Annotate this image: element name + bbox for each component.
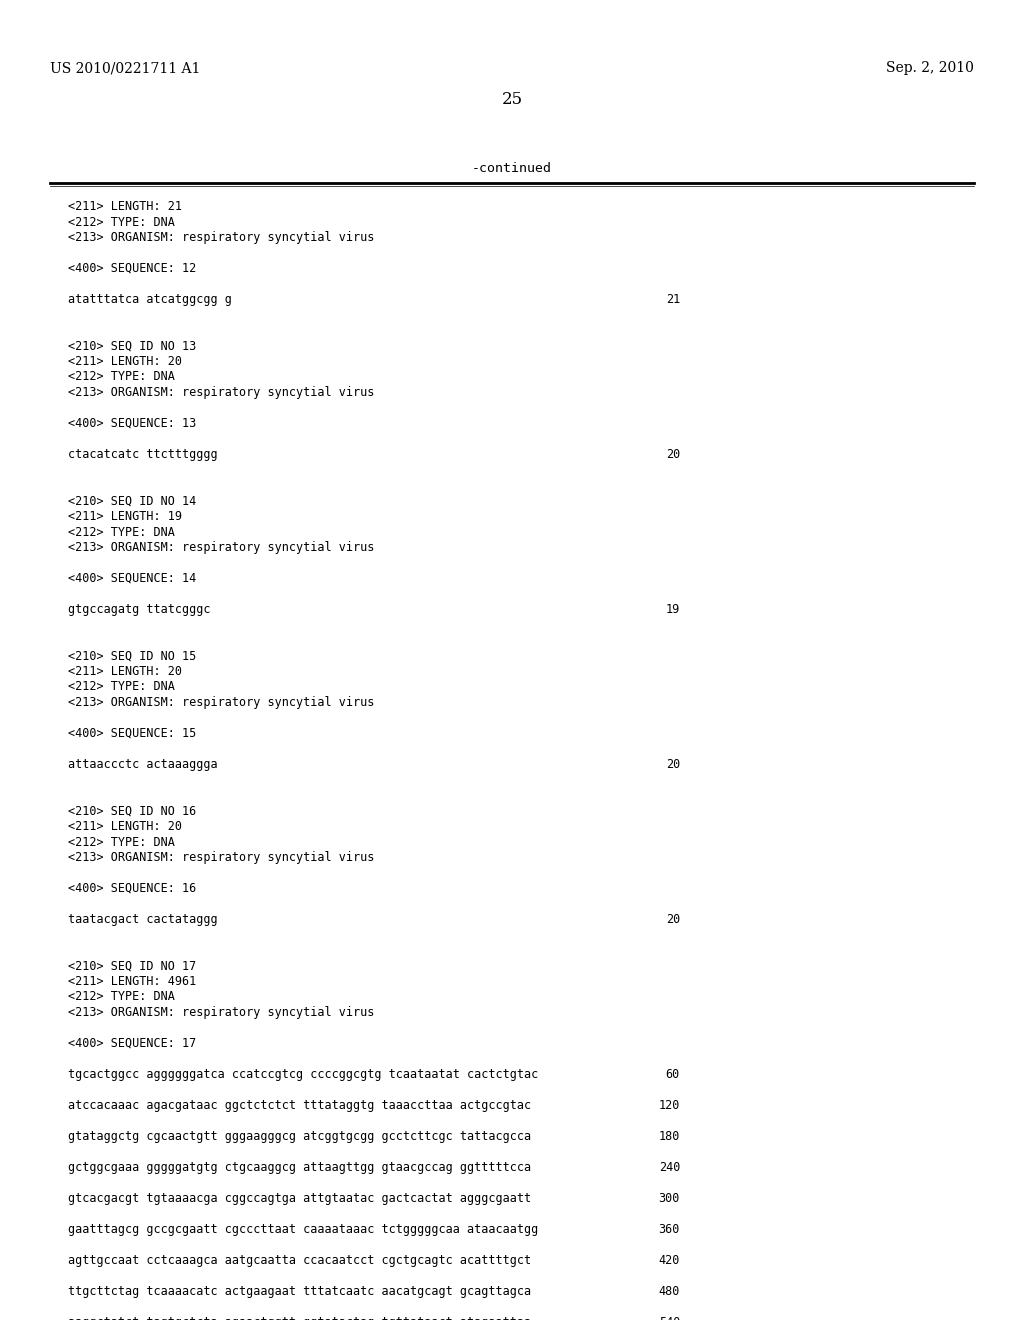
Text: taatacgact cactataggg: taatacgact cactataggg (68, 913, 218, 927)
Text: 420: 420 (658, 1254, 680, 1267)
Text: 20: 20 (666, 447, 680, 461)
Text: <213> ORGANISM: respiratory syncytial virus: <213> ORGANISM: respiratory syncytial vi… (68, 696, 375, 709)
Text: <212> TYPE: DNA: <212> TYPE: DNA (68, 681, 175, 693)
Text: 20: 20 (666, 758, 680, 771)
Text: gtcacgacgt tgtaaaacga cggccagtga attgtaatac gactcactat agggcgaatt: gtcacgacgt tgtaaaacga cggccagtga attgtaa… (68, 1192, 531, 1205)
Text: 60: 60 (666, 1068, 680, 1081)
Text: <212> TYPE: DNA: <212> TYPE: DNA (68, 371, 175, 384)
Text: 240: 240 (658, 1162, 680, 1173)
Text: atccacaaac agacgataac ggctctctct tttataggtg taaaccttaa actgccgtac: atccacaaac agacgataac ggctctctct tttatag… (68, 1100, 531, 1111)
Text: gtgccagatg ttatcgggc: gtgccagatg ttatcgggc (68, 603, 211, 616)
Text: gaatttagcg gccgcgaatt cgcccttaat caaaataaac tctgggggcaa ataacaatgg: gaatttagcg gccgcgaatt cgcccttaat caaaata… (68, 1224, 539, 1236)
Text: <211> LENGTH: 20: <211> LENGTH: 20 (68, 820, 182, 833)
Text: 540: 540 (658, 1316, 680, 1320)
Text: tgcactggcc aggggggatca ccatccgtcg ccccggcgtg tcaataatat cactctgtac: tgcactggcc aggggggatca ccatccgtcg ccccgg… (68, 1068, 539, 1081)
Text: 360: 360 (658, 1224, 680, 1236)
Text: <211> LENGTH: 19: <211> LENGTH: 19 (68, 510, 182, 523)
Text: <212> TYPE: DNA: <212> TYPE: DNA (68, 990, 175, 1003)
Text: 25: 25 (502, 91, 522, 108)
Text: <400> SEQUENCE: 17: <400> SEQUENCE: 17 (68, 1038, 197, 1049)
Text: <210> SEQ ID NO 17: <210> SEQ ID NO 17 (68, 960, 197, 973)
Text: 180: 180 (658, 1130, 680, 1143)
Text: 480: 480 (658, 1284, 680, 1298)
Text: <400> SEQUENCE: 13: <400> SEQUENCE: 13 (68, 417, 197, 430)
Text: 120: 120 (658, 1100, 680, 1111)
Text: 300: 300 (658, 1192, 680, 1205)
Text: US 2010/0221711 A1: US 2010/0221711 A1 (50, 61, 201, 75)
Text: <213> ORGANISM: respiratory syncytial virus: <213> ORGANISM: respiratory syncytial vi… (68, 385, 375, 399)
Text: attaaccctc actaaaggga: attaaccctc actaaaggga (68, 758, 218, 771)
Text: <211> LENGTH: 20: <211> LENGTH: 20 (68, 665, 182, 678)
Text: gtataggctg cgcaactgtt gggaagggcg atcggtgcgg gcctcttcgc tattacgcca: gtataggctg cgcaactgtt gggaagggcg atcggtg… (68, 1130, 531, 1143)
Text: <210> SEQ ID NO 14: <210> SEQ ID NO 14 (68, 495, 197, 507)
Text: <211> LENGTH: 21: <211> LENGTH: 21 (68, 201, 182, 213)
Text: ttgcttctag tcaaaacatc actgaagaat tttatcaatc aacatgcagt gcagttagca: ttgcttctag tcaaaacatc actgaagaat tttatca… (68, 1284, 531, 1298)
Text: <211> LENGTH: 4961: <211> LENGTH: 4961 (68, 975, 197, 987)
Text: 21: 21 (666, 293, 680, 306)
Text: <213> ORGANISM: respiratory syncytial virus: <213> ORGANISM: respiratory syncytial vi… (68, 541, 375, 554)
Text: <400> SEQUENCE: 16: <400> SEQUENCE: 16 (68, 882, 197, 895)
Text: <210> SEQ ID NO 13: <210> SEQ ID NO 13 (68, 339, 197, 352)
Text: aaggctatct tagtgctcta agaactggtt ggtatactag tgttataact atagaattaa: aaggctatct tagtgctcta agaactggtt ggtatac… (68, 1316, 531, 1320)
Text: <212> TYPE: DNA: <212> TYPE: DNA (68, 525, 175, 539)
Text: <213> ORGANISM: respiratory syncytial virus: <213> ORGANISM: respiratory syncytial vi… (68, 1006, 375, 1019)
Text: <212> TYPE: DNA: <212> TYPE: DNA (68, 836, 175, 849)
Text: <213> ORGANISM: respiratory syncytial virus: <213> ORGANISM: respiratory syncytial vi… (68, 231, 375, 244)
Text: <213> ORGANISM: respiratory syncytial virus: <213> ORGANISM: respiratory syncytial vi… (68, 851, 375, 865)
Text: -continued: -continued (472, 161, 552, 174)
Text: <211> LENGTH: 20: <211> LENGTH: 20 (68, 355, 182, 368)
Text: <212> TYPE: DNA: <212> TYPE: DNA (68, 215, 175, 228)
Text: gctggcgaaa gggggatgtg ctgcaaggcg attaagttgg gtaacgccag ggtttttcca: gctggcgaaa gggggatgtg ctgcaaggcg attaagt… (68, 1162, 531, 1173)
Text: 20: 20 (666, 913, 680, 927)
Text: <400> SEQUENCE: 12: <400> SEQUENCE: 12 (68, 261, 197, 275)
Text: ctacatcatc ttctttgggg: ctacatcatc ttctttgggg (68, 447, 218, 461)
Text: <210> SEQ ID NO 15: <210> SEQ ID NO 15 (68, 649, 197, 663)
Text: atatttatca atcatggcgg g: atatttatca atcatggcgg g (68, 293, 231, 306)
Text: <400> SEQUENCE: 14: <400> SEQUENCE: 14 (68, 572, 197, 585)
Text: <400> SEQUENCE: 15: <400> SEQUENCE: 15 (68, 727, 197, 741)
Text: <210> SEQ ID NO 16: <210> SEQ ID NO 16 (68, 804, 197, 817)
Text: agttgccaat cctcaaagca aatgcaatta ccacaatcct cgctgcagtc acattttgct: agttgccaat cctcaaagca aatgcaatta ccacaat… (68, 1254, 531, 1267)
Text: 19: 19 (666, 603, 680, 616)
Text: Sep. 2, 2010: Sep. 2, 2010 (886, 61, 974, 75)
